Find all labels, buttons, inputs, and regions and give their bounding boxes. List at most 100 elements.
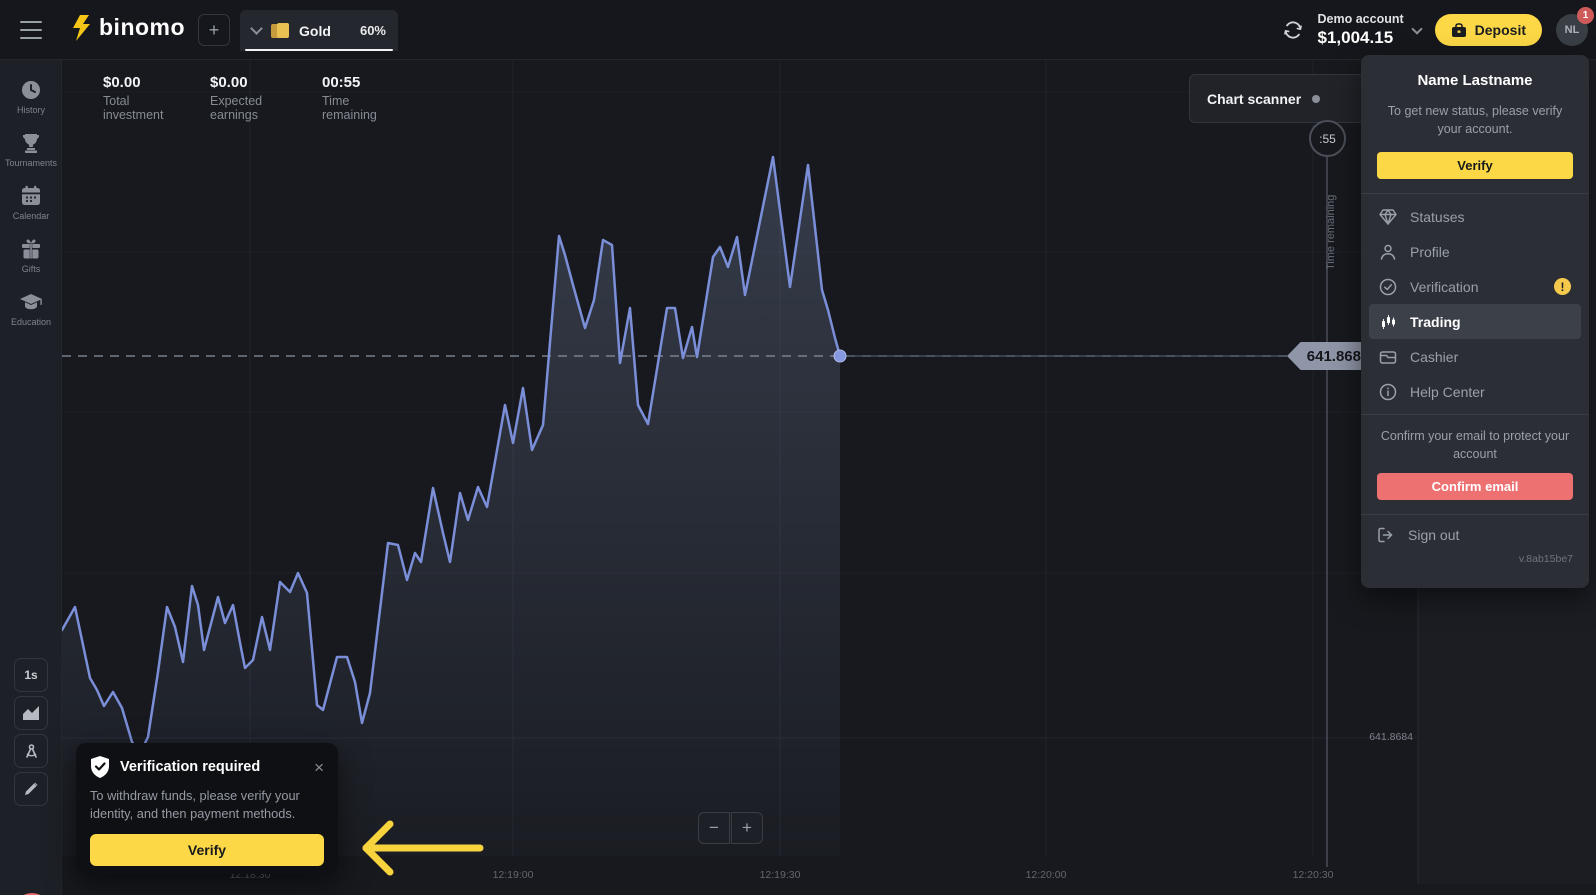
logo-text: binomo: [99, 14, 186, 40]
gem-icon: [1379, 209, 1397, 225]
sidebar-label: History: [16, 105, 45, 115]
gold-bars-icon: [270, 22, 290, 40]
menu-item-profile[interactable]: Profile: [1369, 234, 1581, 269]
check-circle-icon: [1379, 278, 1397, 296]
time-axis-label: 12:20:30: [1292, 869, 1334, 881]
zoom-out-button[interactable]: −: [698, 812, 730, 844]
account-balance: $1,004.15: [1317, 28, 1394, 48]
zoom-in-button[interactable]: +: [731, 812, 763, 844]
time-axis-label: 12:20:00: [1025, 869, 1067, 881]
candlestick-chart-icon: [1379, 313, 1397, 331]
menu-item-cashier[interactable]: Cashier: [1369, 339, 1581, 374]
sidebar-item-gifts[interactable]: Gifts: [0, 229, 62, 282]
shield-check-icon: [90, 756, 110, 778]
menu-item-label: Cashier: [1410, 348, 1459, 365]
chart-zoom-controls: − +: [698, 812, 763, 844]
app-version: v.8ab15be7: [1518, 552, 1573, 565]
chart-scanner-label: Chart scanner: [1207, 90, 1302, 107]
area-chart-icon: [22, 705, 40, 721]
indicators-button[interactable]: [14, 734, 48, 768]
sign-out-icon: [1377, 526, 1395, 544]
binomo-logo[interactable]: binomo: [72, 14, 185, 41]
sidebar-item-history[interactable]: History: [0, 70, 62, 123]
sidebar-item-calendar[interactable]: Calendar: [0, 176, 62, 229]
sidebar-label: Education: [10, 317, 52, 327]
total-investment-label: Total investment: [103, 94, 164, 122]
user-name: Name Lastname: [1417, 72, 1533, 89]
user-avatar[interactable]: NL 1: [1556, 7, 1594, 46]
menu-item-label: Profile: [1410, 243, 1450, 260]
menu-item-verification[interactable]: Verification !: [1369, 269, 1581, 304]
expected-earnings-label: Expected earnings: [210, 94, 263, 122]
gift-icon: [19, 237, 43, 261]
wallet-icon: [1379, 349, 1397, 365]
interval-button[interactable]: 1s: [14, 658, 48, 692]
total-investment-value: $0.00: [103, 74, 141, 91]
sign-out-button[interactable]: Sign out: [1377, 526, 1573, 544]
deposit-label: Deposit: [1474, 22, 1526, 38]
expected-earnings-value: $0.00: [210, 74, 248, 91]
calendar-icon: [19, 184, 43, 208]
current-price-tag: 641.868: [1287, 342, 1367, 370]
sidebar-item-education[interactable]: Education: [0, 282, 62, 335]
menu-item-help-center[interactable]: Help Center: [1369, 374, 1581, 409]
annotation-arrow-icon: [362, 820, 484, 876]
menu-item-label: Statuses: [1410, 208, 1465, 225]
menu-item-label: Help Center: [1410, 383, 1485, 400]
close-icon[interactable]: ×: [314, 757, 324, 777]
status-hint-text: To get new status, please verify your ac…: [1387, 104, 1563, 137]
drafting-compass-icon: [23, 743, 40, 760]
popup-body-text: To withdraw funds, please verify your id…: [90, 788, 300, 821]
deposit-button[interactable]: Deposit: [1434, 14, 1542, 46]
time-remaining-label: Time remaining: [322, 94, 377, 122]
graduation-cap-icon: [18, 290, 44, 314]
menu-item-label: Trading: [1410, 313, 1461, 330]
verification-required-popup: Verification required × To withdraw fund…: [76, 743, 338, 874]
purchase-time-badge: :55: [1309, 120, 1346, 157]
account-menu-panel: Name Lastname To get new status, please …: [1361, 55, 1589, 588]
price-axis-label: 641.8684: [1369, 731, 1413, 743]
time-axis-label: 12:19:30: [759, 869, 801, 881]
menu-hamburger-icon[interactable]: [20, 21, 42, 39]
account-type-label: Demo account: [1317, 11, 1404, 26]
menu-item-trading[interactable]: Trading: [1369, 304, 1581, 340]
person-icon: [1379, 243, 1397, 261]
asset-payout: 60%: [359, 23, 386, 38]
verify-button[interactable]: Verify: [1377, 152, 1573, 180]
sidebar-label: Gifts: [21, 264, 41, 274]
trophy-icon: [19, 131, 43, 155]
sidebar-item-tournaments[interactable]: Tournaments: [0, 123, 62, 176]
chevron-down-icon[interactable]: [1410, 22, 1423, 35]
popup-verify-button[interactable]: Verify: [90, 833, 324, 866]
stat-expected-earnings: $0.00 Expected earnings: [210, 74, 262, 122]
account-selector[interactable]: Demo account $1,004.15: [1317, 11, 1423, 49]
chart-scanner-button[interactable]: Chart scanner: [1189, 74, 1365, 123]
drawing-tools-button[interactable]: [14, 772, 48, 806]
menu-item-label: Verification: [1410, 278, 1479, 295]
briefcase-icon: [1451, 22, 1467, 38]
pencil-icon: [23, 781, 39, 797]
asset-tab-gold[interactable]: Gold 60%: [240, 10, 398, 51]
time-axis-label: 12:19:00: [492, 869, 534, 881]
confirm-email-text: Confirm your email to protect your accou…: [1380, 429, 1570, 462]
top-header: binomo + Gold 60% Demo account $1,004.15: [0, 0, 1596, 60]
help-button[interactable]: ?: [13, 893, 51, 895]
menu-item-statuses[interactable]: Statuses: [1369, 199, 1581, 234]
info-circle-icon: [1379, 383, 1397, 401]
chevron-down-icon[interactable]: [250, 22, 263, 35]
stat-total-investment: $0.00 Total investment: [103, 74, 163, 122]
alert-badge: !: [1554, 278, 1571, 296]
left-sidebar: History Tournaments Calendar Gifts: [0, 60, 62, 895]
add-asset-tab-button[interactable]: +: [198, 14, 230, 46]
confirm-email-button[interactable]: Confirm email: [1377, 472, 1573, 500]
clock-icon: [19, 78, 43, 102]
lightning-bolt-icon: [72, 14, 92, 41]
chart-type-button[interactable]: [14, 696, 48, 730]
time-remaining-value: 00:55: [322, 74, 361, 91]
stat-time-remaining: 00:55 Time remaining: [322, 74, 377, 122]
header-right: Demo account $1,004.15 Deposit NL 1: [1282, 0, 1594, 60]
time-remaining-axis-label: Time remaining: [1325, 194, 1337, 270]
sign-out-label: Sign out: [1408, 526, 1460, 543]
refresh-icon[interactable]: [1282, 19, 1304, 41]
